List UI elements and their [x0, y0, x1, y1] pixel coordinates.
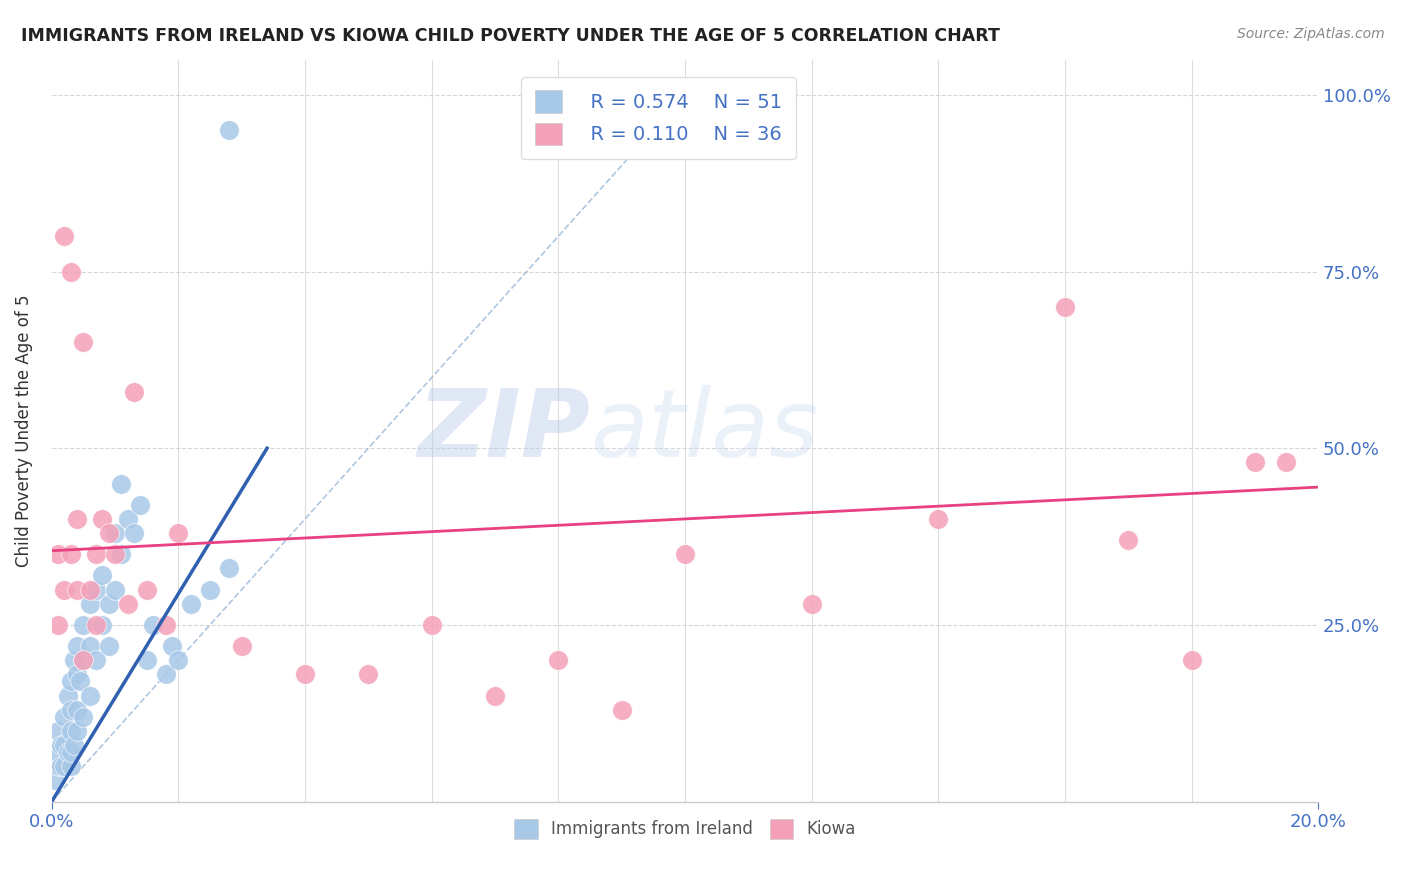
Point — [66, 582, 89, 597]
Point — [1053, 300, 1076, 314]
Text: ZIP: ZIP — [418, 384, 591, 476]
Legend: Immigrants from Ireland, Kiowa: Immigrants from Ireland, Kiowa — [508, 813, 862, 846]
Point — [79, 582, 101, 597]
Point — [180, 597, 202, 611]
Point — [79, 689, 101, 703]
Point — [72, 618, 94, 632]
Point — [142, 618, 165, 632]
Point — [97, 639, 120, 653]
Point — [198, 582, 221, 597]
Point — [160, 639, 183, 653]
Point — [122, 526, 145, 541]
Point — [484, 689, 506, 703]
Point — [673, 547, 696, 561]
Point — [84, 653, 107, 667]
Point — [59, 703, 82, 717]
Point — [79, 597, 101, 611]
Point — [129, 498, 152, 512]
Point — [167, 653, 190, 667]
Point — [547, 653, 569, 667]
Point — [167, 526, 190, 541]
Y-axis label: Child Poverty Under the Age of 5: Child Poverty Under the Age of 5 — [15, 294, 32, 566]
Point — [72, 710, 94, 724]
Point — [46, 759, 69, 773]
Point — [1243, 455, 1265, 469]
Point — [110, 476, 132, 491]
Text: IMMIGRANTS FROM IRELAND VS KIOWA CHILD POVERTY UNDER THE AGE OF 5 CORRELATION CH: IMMIGRANTS FROM IRELAND VS KIOWA CHILD P… — [21, 27, 1000, 45]
Text: atlas: atlas — [591, 385, 818, 476]
Point — [53, 759, 76, 773]
Point — [56, 689, 79, 703]
Point — [46, 547, 69, 561]
Point — [104, 547, 127, 561]
Point — [46, 618, 69, 632]
Point — [104, 526, 127, 541]
Point — [84, 582, 107, 597]
Point — [59, 547, 82, 561]
Point — [53, 738, 76, 752]
Point — [357, 667, 380, 681]
Point — [51, 759, 73, 773]
Point — [69, 674, 91, 689]
Point — [51, 738, 73, 752]
Point — [59, 674, 82, 689]
Point — [117, 512, 139, 526]
Point — [53, 710, 76, 724]
Point — [84, 618, 107, 632]
Point — [91, 512, 114, 526]
Point — [110, 547, 132, 561]
Point — [420, 618, 443, 632]
Point — [84, 547, 107, 561]
Point — [155, 667, 177, 681]
Point — [1275, 455, 1298, 469]
Point — [53, 229, 76, 244]
Point — [72, 653, 94, 667]
Point — [117, 597, 139, 611]
Point — [53, 582, 76, 597]
Point — [72, 653, 94, 667]
Point — [66, 667, 89, 681]
Point — [610, 703, 633, 717]
Point — [46, 723, 69, 738]
Point — [91, 568, 114, 582]
Point — [66, 639, 89, 653]
Point — [1180, 653, 1202, 667]
Point — [66, 723, 89, 738]
Point — [231, 639, 253, 653]
Point — [59, 723, 82, 738]
Point — [66, 703, 89, 717]
Point — [294, 667, 316, 681]
Point — [218, 561, 240, 575]
Text: Source: ZipAtlas.com: Source: ZipAtlas.com — [1237, 27, 1385, 41]
Point — [56, 745, 79, 759]
Point — [59, 745, 82, 759]
Point — [122, 384, 145, 399]
Point — [927, 512, 949, 526]
Point — [1116, 533, 1139, 548]
Point — [97, 526, 120, 541]
Point — [59, 264, 82, 278]
Point — [63, 653, 86, 667]
Point — [97, 597, 120, 611]
Point — [800, 597, 823, 611]
Point — [155, 618, 177, 632]
Point — [59, 759, 82, 773]
Point — [135, 653, 157, 667]
Point — [66, 512, 89, 526]
Point — [72, 335, 94, 350]
Point — [46, 745, 69, 759]
Point — [135, 582, 157, 597]
Point — [44, 773, 66, 788]
Point — [218, 123, 240, 137]
Point — [104, 582, 127, 597]
Point — [63, 738, 86, 752]
Point — [91, 618, 114, 632]
Point — [79, 639, 101, 653]
